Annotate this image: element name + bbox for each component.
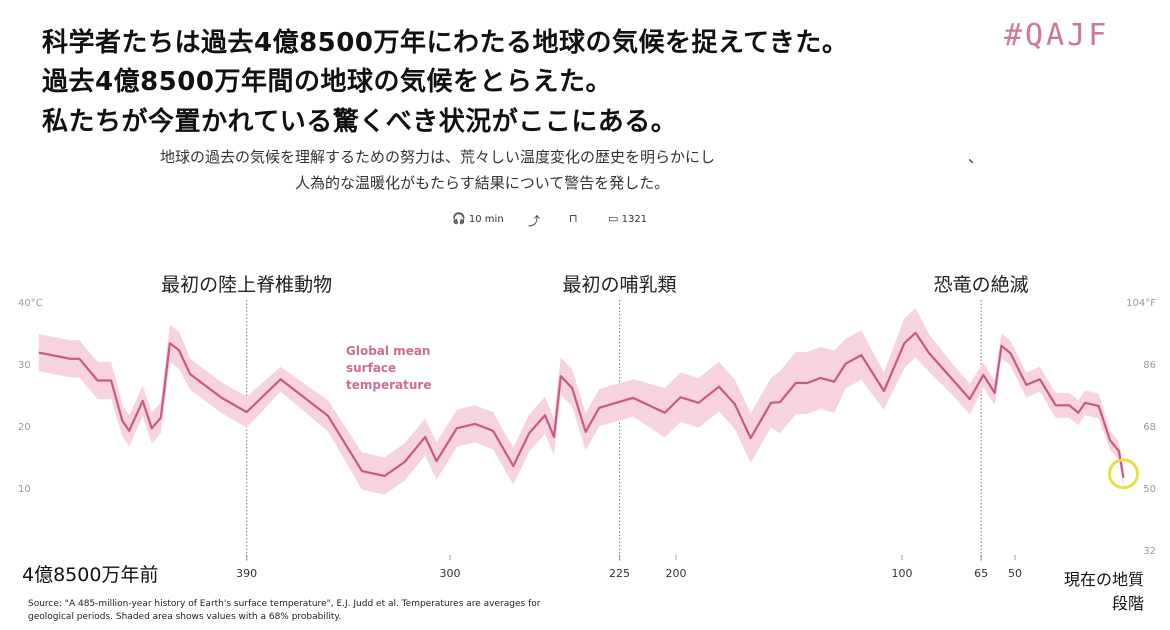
event-label: 恐竜の絶滅 xyxy=(933,274,1029,296)
x-tick-label: 390 xyxy=(236,567,257,580)
title-line: 私たちが今置かれている驚くべき状況がここにある。 xyxy=(42,107,678,137)
y2-tick-label: 68 xyxy=(1143,422,1156,433)
temperature-line xyxy=(38,331,1125,479)
share-icon[interactable]: ⤴ xyxy=(528,214,541,228)
x-tick-label: 65 xyxy=(974,567,988,580)
y2-tick-label: 86 xyxy=(1143,360,1156,371)
event-label: 最初の陸上脊椎動物 xyxy=(161,274,333,296)
y2-tick-label: 50 xyxy=(1143,484,1156,495)
title-line: 過去4億8500万年間の地球の気候をとらえた。 xyxy=(42,67,612,97)
subtitle-line: 地球の過去の気候を理解するための努力は、荒々しい温度変化の歴史を明らかにし xyxy=(160,148,716,166)
hashtag: #QAJF xyxy=(1004,18,1110,53)
x-tick-label: 225 xyxy=(609,567,630,580)
event-label: 最初の哺乳類 xyxy=(562,274,677,296)
subtitle-mark: 、 xyxy=(968,148,984,166)
y2-tick-label: 104°F xyxy=(1126,298,1156,309)
highlight-circle xyxy=(1107,458,1139,490)
comments[interactable]: ▭ 1321 xyxy=(608,212,648,225)
listen-text: 10 min xyxy=(468,214,504,225)
bookmark-icon[interactable]: ⊓ xyxy=(569,212,578,225)
x-start-label: 4億8500万年前 xyxy=(22,564,159,586)
subtitle-line: 人為的な温暖化がもたらす結果について警告を発した。 xyxy=(295,174,670,192)
y-tick-label: 20 xyxy=(18,422,31,433)
y-tick-label: 40°C xyxy=(18,298,43,309)
uncertainty-band xyxy=(38,307,1124,495)
y-tick-label: 10 xyxy=(18,484,31,495)
x-tick-label: 100 xyxy=(892,567,913,580)
title-line: 科学者たちは過去4億8500万年にわたる地球の気候を捉えてきた。 xyxy=(42,28,849,58)
series-label: Global mean surface temperature xyxy=(346,344,432,392)
y-tick-label: 30 xyxy=(18,360,31,371)
x-tick-label: 50 xyxy=(1008,567,1022,580)
x-tick-label: 200 xyxy=(666,567,687,580)
listen-time[interactable]: 🎧 10 min xyxy=(452,212,504,225)
comment-count: 1321 xyxy=(621,214,648,225)
y2-tick-label: 32 xyxy=(1143,546,1156,557)
x-end-label: 現在の地質段階 xyxy=(1063,570,1144,613)
source-note: Source: "A 485-million-year history of E… xyxy=(28,599,541,622)
x-tick-label: 300 xyxy=(440,567,461,580)
